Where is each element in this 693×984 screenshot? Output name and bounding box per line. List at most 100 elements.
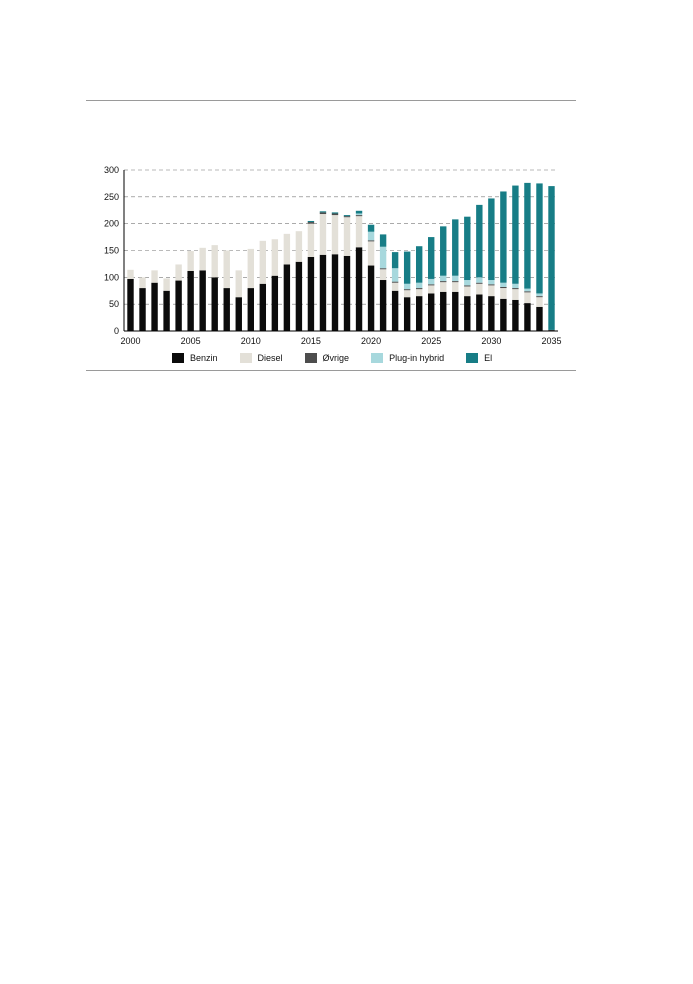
y-tick-label: 300 — [104, 165, 119, 175]
bar-segment-el — [512, 185, 519, 284]
bar-segment-el — [391, 252, 399, 269]
bar-segment-diesel — [247, 248, 254, 289]
bar-segment-diesel — [536, 297, 543, 307]
legend-label-benzin: Benzin — [190, 353, 218, 363]
bar-segment-diesel — [127, 269, 134, 279]
bar-segment-benzin — [379, 280, 387, 331]
bar-segment-benzin — [428, 293, 435, 331]
bar-segment-diesel — [187, 251, 194, 271]
bar-segment-ovrige — [548, 329, 555, 331]
bar-segment-benzin — [235, 297, 242, 331]
bar-segment-plugin — [403, 283, 411, 290]
bar-segment-diesel — [367, 241, 375, 266]
bar-segment-diesel — [319, 214, 327, 255]
bar-segment-el — [452, 219, 459, 276]
bar-segment-benzin — [151, 282, 158, 331]
bar-segment-diesel — [175, 264, 182, 281]
bar-segment-benzin — [199, 270, 206, 331]
bar-segment-diesel — [271, 239, 279, 276]
bar-segment-el — [415, 246, 423, 283]
bar-segment-benzin — [464, 296, 471, 331]
y-tick-labels: 0 50 100 150 200 250 300 — [104, 165, 119, 336]
bar-segment-ovrige — [355, 215, 363, 217]
y-tick-label: 50 — [109, 299, 119, 309]
bar-segment-ovrige — [403, 289, 411, 291]
bar-segment-ovrige — [428, 284, 435, 286]
x-tick-label: 2035 — [541, 336, 561, 346]
bar-segment-diesel — [355, 216, 363, 248]
bar-segment-el — [428, 237, 435, 279]
axes — [123, 170, 558, 332]
legend-item-el: El — [466, 353, 492, 363]
legend-item-plugin-hybrid: Plug-in hybrid — [371, 353, 444, 363]
bar-segment-diesel — [295, 231, 303, 262]
bar-segment-el — [319, 211, 327, 213]
y-tick-label: 0 — [114, 326, 119, 336]
bar-segment-el — [343, 215, 351, 217]
bar-segment-diesel — [452, 282, 459, 292]
bar-segment-plugin — [367, 231, 375, 241]
bar-segment-benzin — [367, 265, 375, 331]
bar-segment-ovrige — [512, 288, 519, 290]
legend-label-ovrige: Øvrige — [322, 353, 350, 363]
bar-segment-diesel — [163, 278, 170, 291]
legend-label-plugin-hybrid: Plug-in hybrid — [389, 353, 445, 363]
bar-segment-benzin — [512, 299, 519, 331]
bar-segment-benzin — [307, 256, 315, 331]
bar-segment-plugin — [464, 280, 471, 286]
bar-segment-plugin — [428, 278, 435, 285]
bar-segment-diesel — [139, 277, 146, 289]
bar-segment-benzin — [211, 277, 218, 331]
bar-segment-plugin — [452, 275, 459, 282]
bar-segment-benzin — [343, 255, 351, 331]
legend-swatch-el — [466, 353, 479, 363]
bar-segment-benzin — [524, 303, 531, 331]
gridlines — [124, 169, 558, 305]
bar-segment-ovrige — [524, 291, 531, 293]
y-tick-label: 100 — [104, 272, 119, 282]
legend: Benzin Diesel Øvrige Plug-in hybrid El — [172, 353, 514, 363]
legend-item-diesel: Diesel — [239, 353, 283, 363]
bar-segment-diesel — [391, 282, 399, 291]
bar-segment-diesel — [235, 270, 242, 298]
bar-segment-benzin — [139, 288, 146, 331]
x-tick-labels: 2000 2005 2010 2015 2020 2025 2030 2035 — [120, 336, 561, 346]
bar-segment-el — [331, 212, 339, 214]
bar-segment-el — [379, 234, 387, 247]
legend-swatch-plugin-hybrid — [371, 353, 384, 363]
bar-segment-plugin — [379, 246, 387, 269]
x-tick-label: 2005 — [181, 336, 201, 346]
y-tick-label: 250 — [104, 192, 119, 202]
bar-segment-diesel — [476, 283, 483, 295]
bar-segment-ovrige — [536, 296, 543, 298]
legend-swatch-benzin — [172, 353, 184, 363]
bar-segment-benzin — [271, 275, 279, 331]
bar-segment-benzin — [476, 294, 483, 331]
bar-segment-ovrige — [415, 288, 423, 290]
bar-segment-benzin — [391, 290, 399, 331]
bar-segment-plugin — [440, 275, 447, 282]
bar-segment-ovrige — [452, 281, 459, 283]
bar-segment-ovrige — [319, 212, 327, 215]
bar-segment-el — [524, 182, 531, 289]
bar-segment-plugin — [488, 280, 495, 285]
bar-segment-diesel — [259, 240, 267, 284]
bar-segment-plugin — [524, 288, 531, 292]
bar-segment-benzin — [452, 291, 459, 331]
bar-segment-diesel — [211, 245, 218, 278]
bar-segment-diesel — [331, 215, 339, 255]
legend-item-benzin: Benzin — [172, 353, 218, 363]
bar-segment-ovrige — [476, 282, 483, 284]
bar-segment-benzin — [223, 288, 230, 331]
bar-segment-benzin — [247, 288, 254, 331]
legend-label-diesel: Diesel — [257, 353, 283, 363]
bar-segment-el — [464, 216, 471, 281]
bar-segment-benzin — [440, 291, 447, 331]
bar-segment-diesel — [524, 292, 531, 304]
legend-swatch-diesel — [239, 353, 252, 363]
bar-segment-diesel — [283, 233, 291, 265]
bar-segment-ovrige — [331, 213, 339, 216]
x-tick-label: 2025 — [421, 336, 441, 346]
bar-segment-diesel — [512, 289, 519, 300]
bar-segment-plugin — [512, 283, 519, 289]
